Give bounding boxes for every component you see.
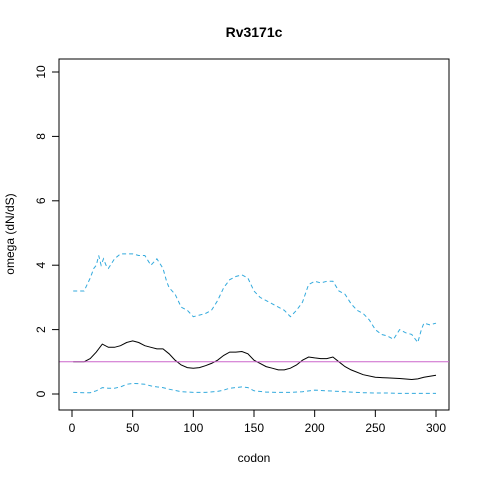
y-axis: 0 2 4 6 8 10: [34, 65, 60, 397]
y-tick-label: 0: [34, 390, 48, 397]
series-line-2: [73, 253, 437, 344]
y-tick-label: 4: [34, 262, 48, 269]
chart-title: Rv3171c: [226, 24, 283, 40]
x-tick-label: 300: [426, 421, 446, 435]
series-line-1: [73, 340, 437, 381]
x-tick-label: 250: [365, 421, 385, 435]
x-tick-label: 50: [126, 421, 140, 435]
y-tick-label: 6: [34, 197, 48, 204]
plot-area-frame: [58, 58, 450, 411]
series-line-3: [73, 382, 436, 394]
y-axis-label: omega (dN/dS): [3, 193, 17, 274]
x-tick-label: 100: [183, 421, 203, 435]
x-axis-label: codon: [238, 451, 271, 465]
x-axis: 0 50 100 150 200 250 300: [69, 409, 446, 435]
y-tick-label: 8: [34, 133, 48, 140]
y-tick-label: 10: [34, 65, 48, 79]
x-tick-label: 0: [69, 421, 76, 435]
y-tick-label: 2: [34, 326, 48, 333]
x-tick-label: 200: [305, 421, 325, 435]
x-tick-label: 150: [244, 421, 264, 435]
series-layer: [59, 253, 449, 394]
